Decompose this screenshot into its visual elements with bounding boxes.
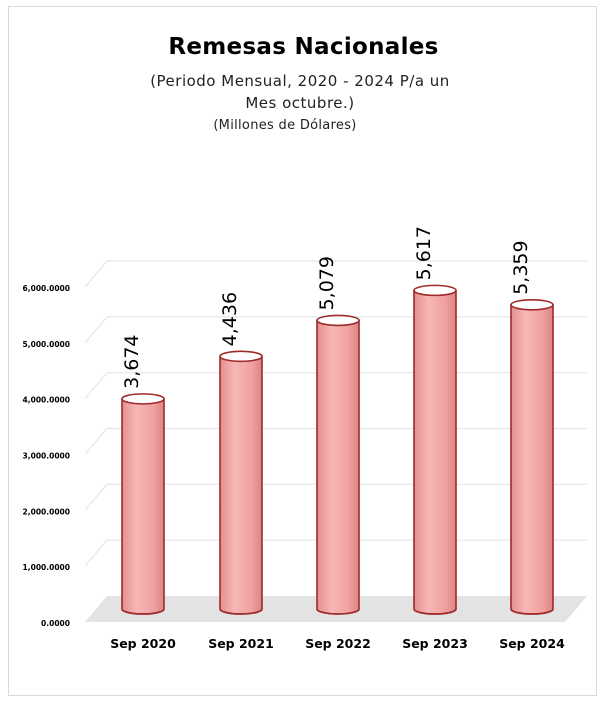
bar bbox=[316, 314, 360, 615]
data-label: 5,617 bbox=[413, 226, 435, 280]
x-tick-label: Sep 2020 bbox=[110, 636, 176, 651]
x-tick-label: Sep 2021 bbox=[208, 636, 274, 651]
y-tick-label: 4,000.0000 bbox=[23, 396, 70, 405]
bar-base bbox=[219, 608, 263, 615]
bar bbox=[121, 393, 165, 615]
y-tick-label: 2,000.0000 bbox=[23, 507, 70, 516]
y-tick-label: 5,000.0000 bbox=[23, 340, 70, 349]
y-tick-label: 1,000.0000 bbox=[23, 563, 70, 572]
y-tick-label: 6,000.0000 bbox=[23, 284, 70, 293]
bar-base bbox=[510, 608, 554, 615]
y-tick-label: 3,000.0000 bbox=[23, 452, 70, 461]
x-tick-label: Sep 2024 bbox=[499, 636, 565, 651]
bar-top bbox=[510, 298, 554, 311]
bar-base bbox=[413, 608, 457, 615]
bar-base bbox=[316, 608, 360, 615]
bar-body bbox=[219, 355, 263, 615]
chart-frame bbox=[8, 6, 597, 696]
bar-top bbox=[121, 393, 165, 405]
data-label: 5,079 bbox=[316, 256, 338, 310]
bar-base bbox=[121, 608, 165, 615]
bar-top bbox=[316, 314, 360, 327]
data-label: 4,436 bbox=[219, 292, 241, 346]
bar bbox=[510, 298, 554, 615]
x-tick-label: Sep 2022 bbox=[305, 636, 371, 651]
y-tick-label: 0.0000 bbox=[41, 619, 70, 628]
chart-unit-label: (Millones de Dólares) bbox=[213, 118, 357, 133]
chart-subtitle: (Periodo Mensual, 2020 - 2024 P/a un Mes… bbox=[150, 72, 450, 112]
bar-top bbox=[219, 350, 263, 363]
bar bbox=[219, 350, 263, 615]
data-label: 3,674 bbox=[121, 334, 143, 388]
chart-title: Remesas Nacionales bbox=[168, 34, 439, 60]
bar-top bbox=[413, 284, 457, 297]
gridline bbox=[84, 260, 587, 288]
bar-body bbox=[121, 398, 165, 615]
data-label: 5,359 bbox=[510, 240, 532, 294]
bar bbox=[413, 284, 457, 615]
bar-body bbox=[316, 319, 360, 615]
bar-body bbox=[413, 289, 457, 615]
x-tick-label: Sep 2023 bbox=[402, 636, 468, 651]
bar-body bbox=[510, 303, 554, 615]
